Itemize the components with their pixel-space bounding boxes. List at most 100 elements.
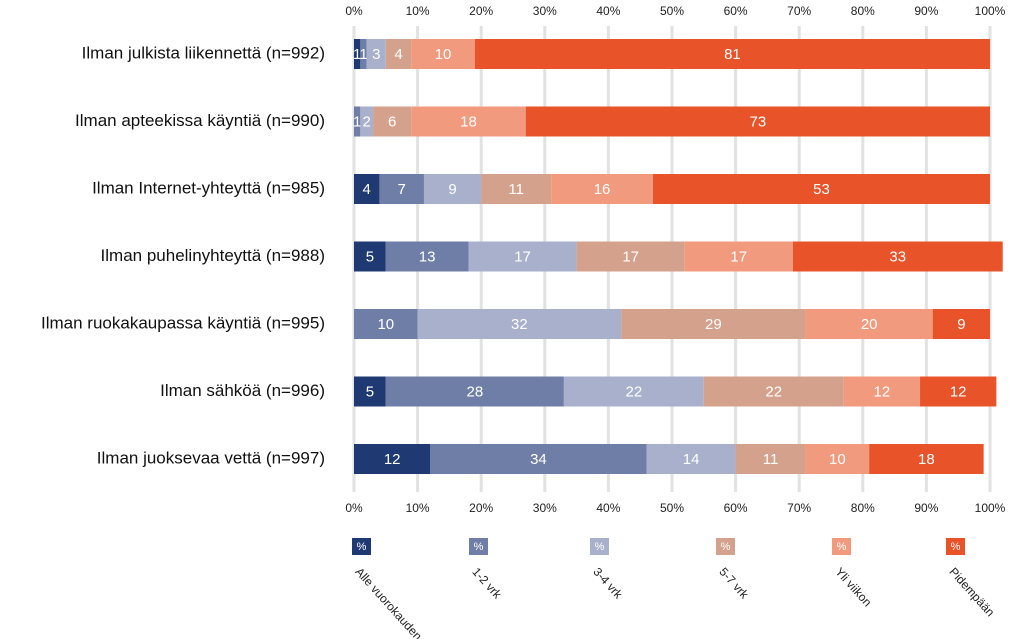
data-label: 9 [957,316,965,333]
data-label: 3 [372,46,380,63]
bar-segment [684,241,793,272]
x-tick-label-top: 20% [469,4,493,18]
x-tick-label-bottom: 80% [851,501,875,515]
bar-segment [423,174,482,204]
x-tick-label-bottom: 20% [469,501,493,515]
data-label: 22 [765,383,782,400]
data-label: 73 [750,113,767,130]
x-tick-label-bottom: 50% [660,501,684,515]
x-tick-label-top: 90% [914,4,938,18]
legend-label: 3-4 vrk [590,565,626,602]
category-label: Ilman Internet-yhteyttä (n=985) [92,178,325,197]
legend-label: Pidempään [946,565,997,619]
data-label: 22 [625,383,642,400]
legend-marker-label: % [951,541,961,553]
category-label: Ilman julkista liikennettä (n=992) [82,43,325,62]
bar-segment [360,106,374,137]
x-tick-label-top: 80% [851,4,875,18]
category-label: Ilman sähköä (n=996) [160,381,325,400]
data-label: 20 [861,316,878,333]
bar-segment [652,174,990,204]
data-label: 17 [622,248,639,265]
legend-swatch [946,538,965,555]
x-tick-label-top: 30% [533,4,557,18]
data-label: 18 [460,113,477,130]
data-label: 1 [359,46,367,63]
x-tick-label-top: 40% [596,4,620,18]
data-label: 4 [394,46,402,63]
data-label: 10 [829,451,846,468]
bar-segment [843,376,921,407]
legend-swatch [716,538,735,555]
data-label: 17 [730,248,747,265]
bar-segment [481,174,552,204]
bar-segment [373,106,412,137]
category-label: Ilman puhelinyhteyttä (n=988) [101,246,325,265]
data-label: 81 [724,46,741,63]
x-tick-label-bottom: 100% [975,501,1006,515]
data-label: 10 [377,316,394,333]
bar-segment [468,241,577,272]
bar-segment [417,309,622,339]
legend-label: 1-2 vrk [469,565,505,602]
data-label: 28 [466,383,483,400]
bar-segment [411,39,475,69]
data-label: 34 [530,451,547,468]
bar-segment [703,376,844,407]
legend-marker-label: % [595,541,605,553]
bar-segment [354,106,361,137]
x-tick-label-top: 60% [724,4,748,18]
x-tick-label-bottom: 30% [533,501,557,515]
legend-marker-label: % [837,541,847,553]
bar-segment [869,444,984,474]
data-label: 11 [763,451,779,468]
data-label: 12 [950,383,967,400]
data-label: 5 [366,383,374,400]
bar-segment [563,376,704,407]
bar-segment [805,444,870,474]
data-label: 4 [363,181,371,198]
bar-segment [646,444,736,474]
legend-marker-label: % [357,541,367,553]
bar-segment [366,39,386,69]
data-label: 2 [363,113,371,130]
data-label: 33 [889,248,906,265]
x-tick-label-top: 0% [345,4,363,18]
bar-segment [735,444,806,474]
legend-swatch [590,538,609,555]
x-tick-label-top: 50% [660,4,684,18]
x-tick-label-top: 10% [406,4,430,18]
data-label: 12 [874,383,891,400]
legend-marker-label: % [474,541,484,553]
data-label: 1 [353,46,361,63]
data-label: 7 [398,181,406,198]
data-label: 9 [448,181,456,198]
bar-segment [354,376,386,407]
bar-segment [920,376,997,407]
data-label: 12 [384,451,401,468]
bar-segment [354,241,386,272]
data-label: 13 [419,248,436,265]
bar-segment [385,241,469,272]
legend-swatch [469,538,488,555]
x-tick-label-top: 100% [975,4,1006,18]
data-label: 6 [388,113,396,130]
bar-segment [411,106,526,137]
bar-segment [430,444,647,474]
data-label: 1 [353,113,361,130]
data-label: 16 [594,181,611,198]
bar-segment [621,309,806,339]
bar-segment [805,309,933,339]
legend-label: 5-7 vrk [716,565,752,602]
bar-segment [576,241,685,272]
data-label: 18 [918,451,935,468]
category-label: Ilman apteekissa käyntiä (n=990) [75,111,325,130]
bar-segment [354,444,431,474]
x-tick-label-bottom: 0% [345,501,363,515]
data-label: 10 [435,46,452,63]
bar-segment [551,174,653,204]
x-tick-label-bottom: 90% [914,501,938,515]
legend-label: Alle vuorokauden [352,565,424,639]
bar-segment [354,309,418,339]
